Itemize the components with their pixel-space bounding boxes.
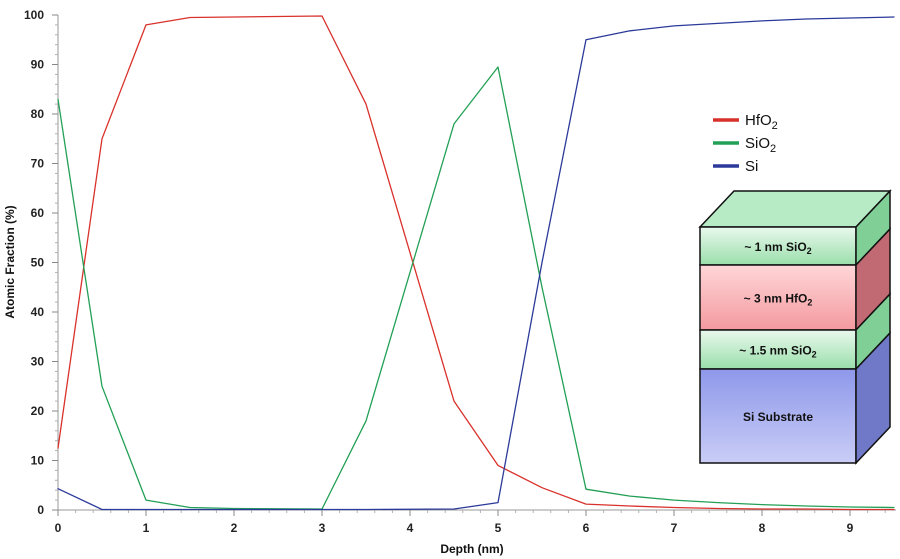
- x-tick-label: 9: [847, 521, 854, 535]
- layer-front-si-substrate: [699, 368, 857, 464]
- layer-label-1-nm-sio: ~ 1 nm SiO2: [744, 240, 811, 256]
- x-tick-label: 1: [143, 521, 150, 535]
- x-tick-label: 7: [671, 521, 678, 535]
- x-ticks: 0 1 2 3 4 5 6 7 8 9: [55, 510, 854, 535]
- y-axis-title: Atomic Fraction (%): [3, 205, 17, 318]
- y-tick-label: 60: [31, 206, 45, 220]
- legend: HfO2 SiO2 Si: [713, 112, 778, 175]
- layer-stack-diagram: ~ 1 nm SiO2 ~ 3 nm HfO2 ~ 1.5 nm SiO2 Si Su…: [698, 189, 892, 465]
- y-ticks: 0 10 20 30 40 50 60 70 80 90 100: [24, 8, 58, 517]
- layer-stack-faces: [698, 189, 892, 465]
- legend-label-si: Si: [745, 158, 758, 175]
- layer-label-1-5-nm-sio: ~ 1.5 nm SiO2: [739, 344, 816, 360]
- y-tick-label: 20: [31, 404, 45, 418]
- series-line-si: [57, 16, 895, 511]
- x-tick-label: 3: [319, 521, 326, 535]
- legend-label-hfo2: HfO2: [745, 112, 778, 132]
- series-line-hfo2: [57, 15, 895, 511]
- layer-stack-labels: ~ 1 nm SiO2 ~ 3 nm HfO2 ~ 1.5 nm SiO2 Si Su…: [739, 240, 816, 424]
- x-axis-title: Depth (nm): [440, 542, 503, 556]
- y-tick-label: 90: [31, 58, 45, 72]
- layer-label-3-nm-hfo: ~ 3 nm HfO2: [744, 292, 813, 308]
- x-tick-label: 8: [759, 521, 766, 535]
- series-line-sio2: [57, 66, 895, 510]
- series-group: [57, 15, 895, 511]
- x-tick-label: 4: [407, 521, 414, 535]
- y-tick-label: 40: [31, 305, 45, 319]
- y-tick-label: 50: [31, 256, 45, 270]
- layer-side-si-substrate: [855, 331, 891, 465]
- x-tick-label: 6: [583, 521, 590, 535]
- y-tick-label: 0: [37, 503, 44, 517]
- y-tick-label: 30: [31, 355, 45, 369]
- x-tick-label: 0: [55, 521, 62, 535]
- y-tick-label: 70: [31, 157, 45, 171]
- legend-label-sio2: SiO2: [745, 135, 776, 155]
- layer-front-1-5-nm-sio: [699, 329, 857, 370]
- y-tick-label: 100: [24, 8, 44, 22]
- y-tick-label: 80: [31, 107, 45, 121]
- layer-label-si-substrate: Si Substrate: [743, 410, 813, 424]
- x-tick-label: 2: [231, 521, 238, 535]
- x-tick-label: 5: [495, 521, 502, 535]
- y-tick-label: 10: [31, 454, 45, 468]
